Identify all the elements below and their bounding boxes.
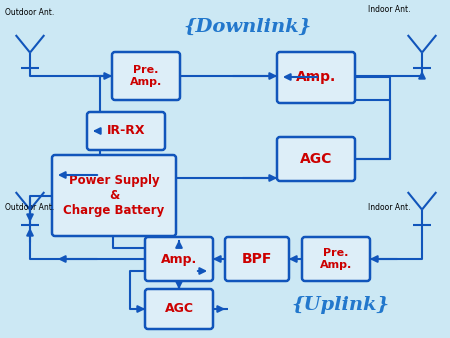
- Text: Outdoor Ant.: Outdoor Ant.: [5, 203, 54, 212]
- FancyBboxPatch shape: [52, 155, 176, 236]
- Text: Power Supply
&
Charge Battery: Power Supply & Charge Battery: [63, 174, 165, 217]
- Text: Pre.
Amp.: Pre. Amp.: [130, 65, 162, 87]
- Text: AGC: AGC: [300, 152, 332, 166]
- Text: Pre.
Amp.: Pre. Amp.: [320, 248, 352, 270]
- Text: Outdoor Ant.: Outdoor Ant.: [5, 8, 54, 17]
- Text: BPF: BPF: [242, 252, 272, 266]
- Text: AGC: AGC: [165, 303, 194, 315]
- Text: Amp.: Amp.: [296, 71, 336, 84]
- FancyBboxPatch shape: [277, 137, 355, 181]
- FancyBboxPatch shape: [277, 52, 355, 103]
- FancyBboxPatch shape: [112, 52, 180, 100]
- FancyBboxPatch shape: [145, 237, 213, 281]
- Text: Indoor Ant.: Indoor Ant.: [368, 203, 410, 212]
- Text: {Uplink}: {Uplink}: [291, 296, 389, 314]
- FancyBboxPatch shape: [302, 237, 370, 281]
- Text: Indoor Ant.: Indoor Ant.: [368, 5, 410, 14]
- Text: IR-RX: IR-RX: [107, 124, 145, 138]
- FancyBboxPatch shape: [87, 112, 165, 150]
- FancyBboxPatch shape: [225, 237, 289, 281]
- FancyBboxPatch shape: [145, 289, 213, 329]
- Text: {Downlink}: {Downlink}: [184, 18, 312, 36]
- Text: Amp.: Amp.: [161, 252, 197, 266]
